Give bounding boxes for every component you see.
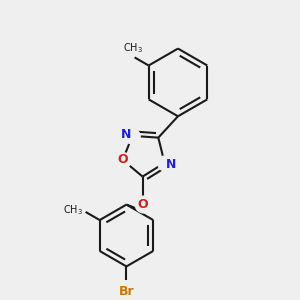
Text: Br: Br [118, 285, 134, 298]
Text: N: N [166, 158, 176, 171]
Text: CH$_3$: CH$_3$ [123, 41, 143, 55]
Text: N: N [121, 128, 131, 141]
Text: CH$_3$: CH$_3$ [63, 204, 83, 218]
Text: O: O [117, 153, 128, 167]
Text: O: O [137, 198, 148, 211]
